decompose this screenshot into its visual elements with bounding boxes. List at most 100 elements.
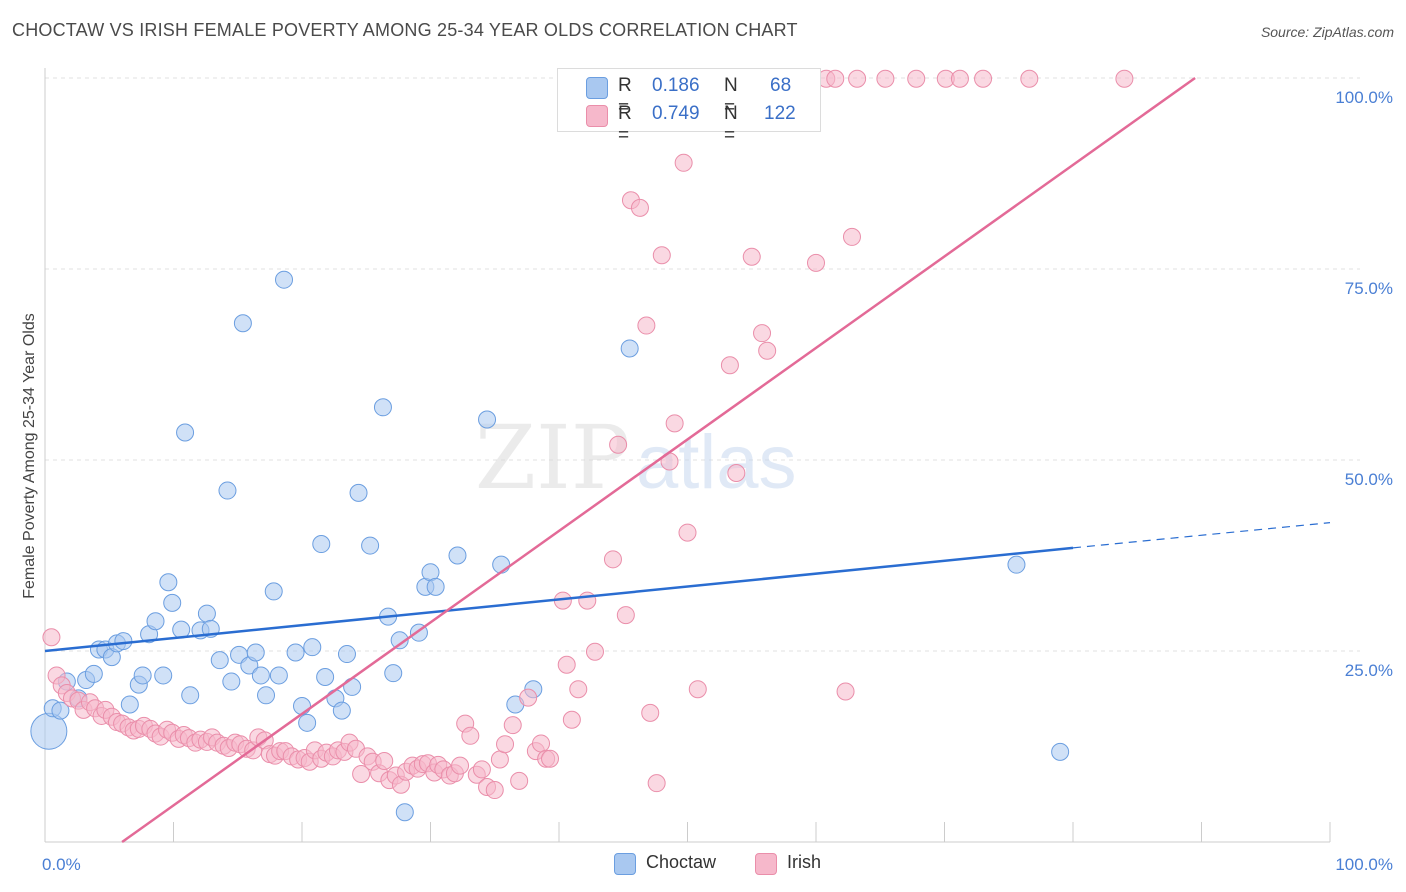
choctaw-point [361, 536, 380, 555]
irish-n-label: N = [724, 103, 738, 146]
irish-point [519, 688, 538, 707]
choctaw-point [154, 666, 173, 685]
irish-n-value: 122 [764, 103, 796, 124]
choctaw-trend-line [44, 546, 1074, 653]
irish-point [674, 153, 693, 172]
irish-point [42, 628, 61, 647]
irish-point [451, 756, 470, 775]
irish-point [950, 69, 969, 88]
choctaw-point [1007, 555, 1026, 574]
irish-point [352, 765, 371, 784]
irish-point [578, 591, 597, 610]
irish-point [1115, 69, 1134, 88]
irish-point [742, 247, 761, 266]
irish-point [848, 69, 867, 88]
choctaw-point [337, 645, 356, 664]
choctaw-point [84, 664, 103, 683]
irish-point [753, 324, 772, 343]
irish-point [842, 227, 861, 246]
choctaw-point [114, 632, 133, 651]
irish-point [647, 774, 666, 793]
trend-lines [44, 76, 1331, 844]
choctaw-n-value: 68 [770, 75, 792, 96]
irish-r-value: 0.749 [652, 103, 700, 124]
choctaw-point [133, 666, 152, 685]
tick-labels: 25.0% 50.0% 75.0% 100.0% 0.0% 100.0% [42, 88, 1393, 874]
irish-point [616, 606, 635, 625]
choctaw-point [349, 483, 368, 502]
irish-point [826, 69, 845, 88]
irish-point [585, 642, 604, 661]
y-tick-label: 50.0% [1345, 470, 1393, 489]
legend-irish-label: Irish [787, 852, 822, 872]
irish-point [678, 523, 697, 542]
choctaw-point [197, 604, 216, 623]
irish-point [758, 341, 777, 360]
irish-point [569, 680, 588, 699]
choctaw-point [303, 638, 322, 657]
watermark-atlas: atlas [636, 420, 797, 505]
y-tick-label: 100.0% [1335, 88, 1393, 107]
axes [44, 68, 1331, 843]
irish-point [461, 726, 480, 745]
irish-point [876, 69, 895, 88]
irish-point [637, 316, 656, 335]
choctaw-point [293, 697, 311, 716]
choctaw-point [251, 666, 270, 685]
choctaw-point [218, 481, 237, 500]
choctaw-swatch [586, 77, 608, 99]
irish-point [532, 734, 551, 753]
choctaw-point [275, 270, 294, 289]
choctaw-point [620, 339, 639, 358]
choctaw-point [159, 573, 178, 592]
choctaw-point [51, 701, 70, 720]
irish-point [807, 253, 825, 272]
choctaw-point [390, 631, 409, 650]
choctaw-point [384, 664, 403, 683]
irish-point [541, 749, 560, 768]
x-tick-label: 100.0% [1335, 855, 1393, 874]
choctaw-point [146, 612, 165, 631]
irish-point [720, 356, 739, 375]
choctaw-point [373, 398, 392, 417]
choctaw-point [210, 651, 229, 670]
irish-point [665, 414, 684, 433]
legend-irish-swatch [755, 853, 777, 875]
irish-point [510, 771, 529, 790]
source-label: Source: ZipAtlas.com [1260, 24, 1394, 40]
irish-point [503, 716, 522, 735]
y-tick-label: 25.0% [1345, 661, 1393, 680]
irish-point [609, 435, 628, 454]
choctaw-point [286, 643, 305, 662]
irish-point [496, 735, 515, 754]
choctaw-point [426, 577, 445, 596]
irish-point [907, 69, 926, 88]
irish-point [1020, 69, 1039, 88]
choctaw-point [246, 643, 265, 662]
x-tick-label: 0.0% [42, 855, 81, 874]
choctaw-point [448, 546, 467, 565]
irish-point [375, 752, 394, 771]
choctaw-point [269, 666, 288, 685]
irish-point [557, 655, 576, 674]
choctaw-point [395, 803, 414, 822]
choctaw-point [312, 535, 331, 554]
irish-swatch [586, 105, 608, 127]
irish-r-label: R = [618, 103, 632, 146]
irish-point [472, 760, 491, 779]
choctaw-point [1051, 742, 1070, 761]
choctaw-r-label: R = [618, 75, 632, 118]
y-tick-label: 75.0% [1345, 279, 1393, 298]
irish-point [562, 710, 581, 729]
choctaw-n-label: N = [724, 75, 738, 118]
choctaw-point [332, 701, 351, 720]
choctaw-point [233, 314, 252, 333]
irish-point [603, 550, 622, 569]
irish-point [974, 69, 993, 88]
watermark-zip: ZIP [475, 406, 630, 509]
irish-point [641, 703, 660, 722]
grid-lines [45, 77, 1360, 652]
choctaw-r-value: 0.186 [652, 75, 700, 96]
choctaw-trend-extension [1072, 522, 1331, 549]
